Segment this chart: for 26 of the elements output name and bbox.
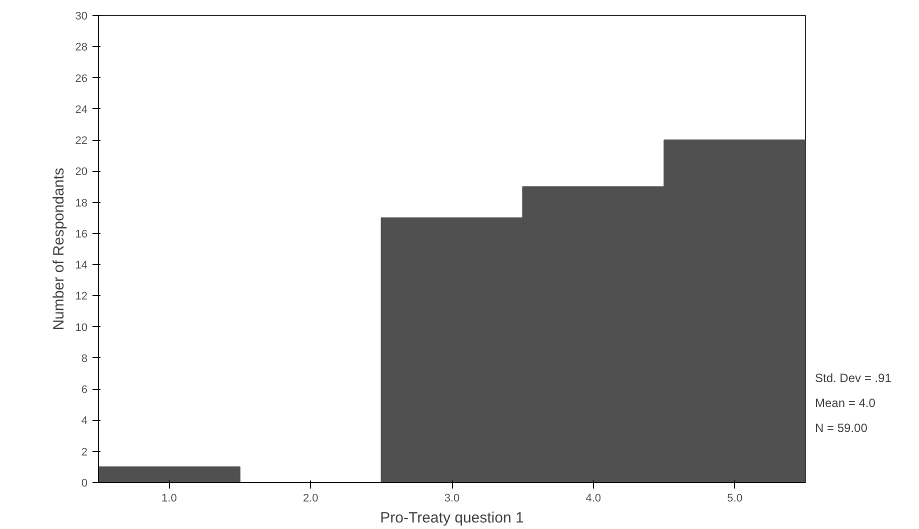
- y-tick-label: 16: [75, 228, 88, 240]
- y-tick-label: 2: [81, 446, 88, 458]
- y-tick-label: 24: [75, 104, 88, 116]
- text: N = 59.00: [815, 420, 868, 438]
- y-tick-label: 26: [75, 72, 88, 85]
- y-tick-label: 14: [75, 260, 88, 272]
- text: Std. Dev = .91: [815, 370, 892, 387]
- y-axis-title: Number of Respondants: [50, 168, 68, 330]
- y-tick-label: 10: [75, 322, 88, 334]
- x-tick-label: 4.0: [586, 492, 602, 504]
- y-tick-label: 22: [75, 135, 88, 148]
- text: Mean = 4.0: [815, 395, 876, 412]
- y-tick-label: 28: [75, 42, 88, 54]
- x-axis-title: Pro-Treaty question 1: [380, 510, 524, 526]
- x-tick-label: 3.0: [444, 492, 460, 504]
- x-tick-label: 5.0: [727, 492, 742, 504]
- y-tick-label: 4: [81, 415, 88, 428]
- y-tick-label: 6: [81, 384, 88, 396]
- y-tick-label: 0: [81, 478, 88, 490]
- y-tick-label: 18: [75, 197, 88, 210]
- x-tick-label: 2.0: [302, 492, 318, 504]
- y-tick-label: 30: [75, 10, 88, 22]
- y-tick-label: 12: [75, 290, 88, 303]
- y-tick-label: 20: [75, 166, 88, 178]
- y-tick-label: 8: [81, 352, 88, 365]
- x-tick-label: 1.0: [162, 492, 177, 504]
